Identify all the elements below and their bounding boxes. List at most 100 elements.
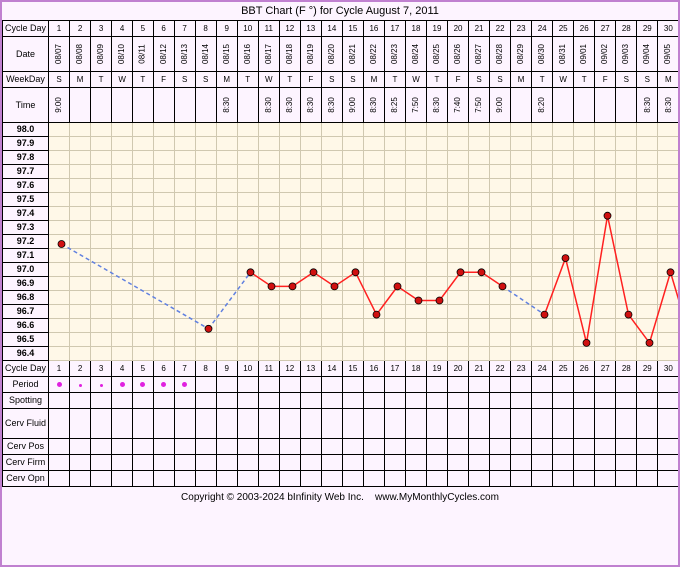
- chart-cell: [469, 291, 490, 305]
- time-row-cell: 8:30: [426, 88, 447, 123]
- chart-cell: [237, 319, 258, 333]
- cerv-fluid-row-cell: [49, 409, 70, 439]
- chart-cell: [133, 235, 153, 249]
- chart-cell: [405, 263, 426, 277]
- chart-cell: [637, 179, 658, 193]
- weekday-row-cell: S: [342, 72, 363, 88]
- chart-cell: [448, 319, 469, 333]
- chart-cell: [216, 165, 237, 179]
- cerv-pos-row-cell: [153, 439, 174, 455]
- chart-cell: [426, 151, 447, 165]
- chart-cell: [553, 235, 574, 249]
- chart-cell: [342, 333, 363, 347]
- temp-row: 97.897.8: [3, 151, 680, 165]
- chart-cell: [91, 193, 112, 207]
- chart-cell: [616, 277, 637, 291]
- chart-cell: [216, 179, 237, 193]
- chart-cell: [216, 347, 237, 361]
- chart-cell: [258, 235, 279, 249]
- chart-cell: [595, 165, 616, 179]
- chart-cell: [153, 165, 174, 179]
- cerv-opn-row-cell: [237, 471, 258, 487]
- chart-cell: [216, 123, 237, 137]
- chart-cell: [595, 151, 616, 165]
- period-row-cell: [70, 377, 91, 393]
- chart-cell: [405, 277, 426, 291]
- cycle-day-row-cell: 22: [490, 21, 511, 37]
- cerv-fluid-row-cell: [490, 409, 511, 439]
- chart-cell: [490, 235, 511, 249]
- chart-cell: [595, 333, 616, 347]
- cerv-pos-row-cell: [426, 439, 447, 455]
- chart-cell: [112, 235, 133, 249]
- chart-cell: [174, 165, 195, 179]
- chart-cell: [112, 179, 133, 193]
- period-row-cell: [448, 377, 469, 393]
- chart-cell: [426, 207, 447, 221]
- chart-cell: [490, 179, 511, 193]
- chart-cell: [342, 123, 363, 137]
- time-row-cell: [595, 88, 616, 123]
- chart-cell: [616, 193, 637, 207]
- cerv-pos-row-cell: [405, 439, 426, 455]
- cycle-day-row-cell: 8: [195, 21, 216, 37]
- chart-cell: [574, 151, 595, 165]
- cerv-fluid-row-cell: [342, 409, 363, 439]
- chart-cell: [300, 305, 321, 319]
- chart-cell: [511, 235, 532, 249]
- chart-cell: [511, 263, 532, 277]
- weekday-row-cell: T: [91, 72, 112, 88]
- chart-cell: [237, 277, 258, 291]
- chart-cell: [300, 291, 321, 305]
- chart-cell: [279, 291, 300, 305]
- cycle-day-row-2-cell: 16: [363, 361, 384, 377]
- cerv-opn-row-cell: [574, 471, 595, 487]
- chart-cell: [279, 305, 300, 319]
- chart-cell: [658, 179, 679, 193]
- period-row: PeriodPeriod: [3, 377, 680, 393]
- chart-cell: [553, 123, 574, 137]
- cycle-day-row-cell: 7: [174, 21, 195, 37]
- temp-row: 96.496.4: [3, 347, 680, 361]
- period-row-cell: [384, 377, 405, 393]
- chart-cell: [616, 165, 637, 179]
- chart-cell: [469, 319, 490, 333]
- cerv-fluid-row-cell: [91, 409, 112, 439]
- chart-cell: [91, 137, 112, 151]
- time-row-cell: [91, 88, 112, 123]
- chart-cell: [553, 333, 574, 347]
- chart-cell: [91, 291, 112, 305]
- chart-cell: [426, 165, 447, 179]
- chart-cell: [405, 179, 426, 193]
- chart-cell: [426, 137, 447, 151]
- chart-cell: [426, 179, 447, 193]
- chart-cell: [469, 221, 490, 235]
- website-link[interactable]: www.MyMonthlyCycles.com: [375, 492, 499, 503]
- cycle-day-row-2-cell: 20: [448, 361, 469, 377]
- chart-cell: [448, 235, 469, 249]
- weekday-row-cell: F: [153, 72, 174, 88]
- date-row-cell: 08/10: [112, 37, 133, 72]
- chart-cell: [595, 221, 616, 235]
- time-row-cell: 8:20: [532, 88, 553, 123]
- chart-cell: [553, 179, 574, 193]
- chart-cell: [153, 151, 174, 165]
- cerv-firm-row-cell: [300, 455, 321, 471]
- cerv-fluid-row-cell: [658, 409, 679, 439]
- date-row-cell: 08/29: [511, 37, 532, 72]
- period-row-cell: [553, 377, 574, 393]
- chart-cell: [321, 277, 342, 291]
- chart-cell: [469, 249, 490, 263]
- chart-cell: [658, 249, 679, 263]
- date-row-cell: 08/23: [384, 37, 405, 72]
- time-row-cell: 8:30: [637, 88, 658, 123]
- chart-cell: [133, 333, 153, 347]
- chart-cell: [363, 347, 384, 361]
- cycle-day-row-cell: 18: [405, 21, 426, 37]
- temp-label-left: 97.0: [3, 263, 49, 277]
- cerv-opn-row-cell: [637, 471, 658, 487]
- chart-cell: [321, 193, 342, 207]
- temp-label-left: 96.8: [3, 291, 49, 305]
- chart-cell: [216, 263, 237, 277]
- chart-cell: [321, 263, 342, 277]
